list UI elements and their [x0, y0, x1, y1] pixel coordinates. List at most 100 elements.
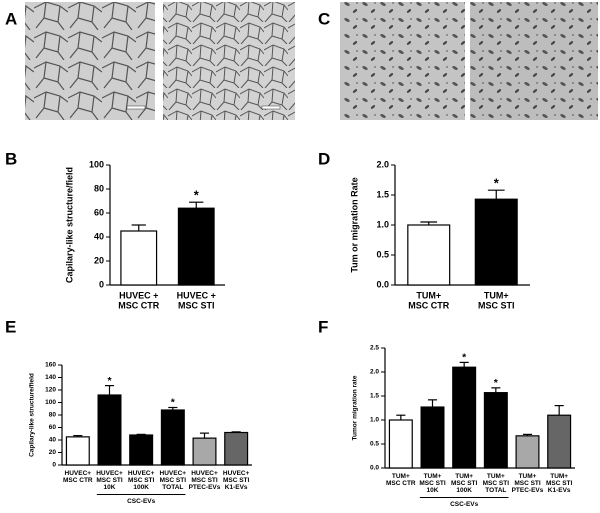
significance-marker: * — [107, 375, 112, 387]
x-tick-label: HUVEC + — [119, 290, 158, 300]
group-label: CSC-EVs — [450, 501, 479, 508]
x-tick-label: TUM+ — [416, 290, 441, 300]
x-tick-label: MSC CTR — [63, 477, 93, 484]
x-tick-label: TUM+ — [550, 473, 568, 480]
x-tick-label: TUM+ — [455, 473, 473, 480]
y-tick-label: 0.5 — [376, 249, 389, 259]
y-tick-label: 100 — [45, 399, 56, 406]
y-tick-label: 80 — [49, 412, 57, 419]
x-tick-label: TUM+ — [487, 473, 505, 480]
x-tick-label: MSC STI — [478, 300, 515, 310]
x-tick-label: TUM+ — [484, 290, 509, 300]
x-tick-label: MSC STI — [178, 300, 215, 310]
bar — [420, 406, 445, 469]
x-tick-label: 10K — [427, 487, 439, 494]
panel-label: A — [5, 9, 17, 28]
x-tick-label: PTEC-EVs — [512, 487, 544, 494]
y-tick-label: 0.5 — [370, 441, 379, 448]
y-tick-label: 20 — [94, 255, 104, 265]
panel-a-images — [25, 2, 295, 120]
y-tick-label: 80 — [94, 183, 104, 193]
x-tick-label: MSC CTR — [386, 480, 416, 487]
significance-marker: * — [494, 377, 499, 389]
bar — [515, 435, 540, 469]
y-axis-title: Tum or migration Rate — [349, 177, 359, 272]
x-tick-label: TOTAL — [162, 484, 183, 491]
x-tick-label: HUVEC+ — [191, 470, 218, 477]
y-tick-label: 100 — [89, 159, 104, 169]
bar — [388, 419, 413, 469]
x-tick-label: MSC STI — [160, 477, 187, 484]
x-tick-label: TUM+ — [392, 473, 410, 480]
x-tick-label: K1-EVs — [548, 487, 571, 494]
y-tick-label: 0.0 — [376, 279, 389, 289]
significance-marker: * — [171, 397, 176, 409]
x-tick-label: K1-EVs — [225, 484, 248, 491]
x-tick-label: MSC STI — [223, 477, 250, 484]
bar — [97, 394, 122, 466]
y-tick-label: 1.5 — [370, 393, 379, 400]
y-tick-label: 1.0 — [370, 417, 379, 424]
x-tick-label: MSC STI — [191, 477, 218, 484]
x-tick-label: TUM+ — [519, 473, 537, 480]
x-tick-label: MSC STI — [483, 480, 510, 487]
y-tick-label: 120 — [45, 387, 56, 394]
x-tick-label: MSC STI — [128, 477, 155, 484]
x-tick-label: MSC STI — [419, 480, 446, 487]
x-tick-label: HUVEC+ — [65, 470, 92, 477]
panel-label: D — [318, 149, 330, 168]
panel-label: B — [5, 149, 17, 168]
panel-label: C — [318, 9, 330, 28]
y-tick-label: 2.0 — [370, 369, 379, 376]
bar — [192, 437, 217, 466]
y-tick-label: 0 — [52, 462, 56, 469]
y-tick-label: 40 — [94, 231, 104, 241]
y-tick-label: 1.0 — [376, 219, 389, 229]
x-tick-label: MSC STI — [514, 480, 541, 487]
bar — [120, 230, 158, 286]
y-tick-label: 0 — [99, 279, 104, 289]
significance-marker: * — [494, 175, 500, 190]
y-axis-title: Capilary-like structure/field — [64, 167, 74, 283]
x-tick-label: MSC CTR — [118, 300, 159, 310]
y-tick-label: 2.0 — [376, 159, 389, 169]
x-tick-label: HUVEC+ — [128, 470, 155, 477]
x-tick-label: 100K — [133, 484, 149, 491]
x-tick-label: HUVEC+ — [160, 470, 187, 477]
significance-marker: * — [194, 187, 200, 202]
panel-label: F — [318, 317, 328, 336]
y-tick-label: 60 — [49, 424, 57, 431]
x-tick-label: HUVEC+ — [223, 470, 250, 477]
x-tick-label: TOTAL — [485, 487, 506, 494]
x-tick-label: PTEC-EVs — [189, 484, 221, 491]
x-tick-label: MSC STI — [451, 480, 478, 487]
panel-label: E — [5, 317, 16, 336]
y-axis-title: Tumor migration rate — [352, 375, 359, 440]
panel-c-images — [340, 2, 598, 120]
bar — [160, 409, 185, 466]
y-tick-label: 2.5 — [370, 345, 379, 352]
y-tick-label: 0.0 — [370, 465, 379, 472]
x-tick-label: TUM+ — [424, 473, 442, 480]
bar — [129, 434, 154, 466]
y-tick-label: 20 — [49, 449, 57, 456]
bar — [65, 436, 90, 466]
y-tick-label: 1.5 — [376, 189, 389, 199]
group-label: CSC-EVs — [127, 498, 156, 505]
x-tick-label: MSC CTR — [408, 300, 449, 310]
bar — [407, 224, 451, 286]
bar — [474, 198, 518, 286]
y-tick-label: 60 — [94, 207, 104, 217]
bar — [483, 392, 508, 469]
x-tick-label: 10K — [104, 484, 116, 491]
x-tick-label: HUVEC + — [177, 290, 216, 300]
bar — [547, 414, 572, 469]
y-tick-label: 140 — [45, 374, 56, 381]
x-tick-label: MSC STI — [96, 477, 123, 484]
y-tick-label: 40 — [49, 437, 57, 444]
y-axis-title: Capilary-like structure/field — [29, 373, 36, 457]
x-tick-label: MSC STI — [546, 480, 573, 487]
bar — [177, 207, 215, 286]
bar — [452, 366, 477, 469]
